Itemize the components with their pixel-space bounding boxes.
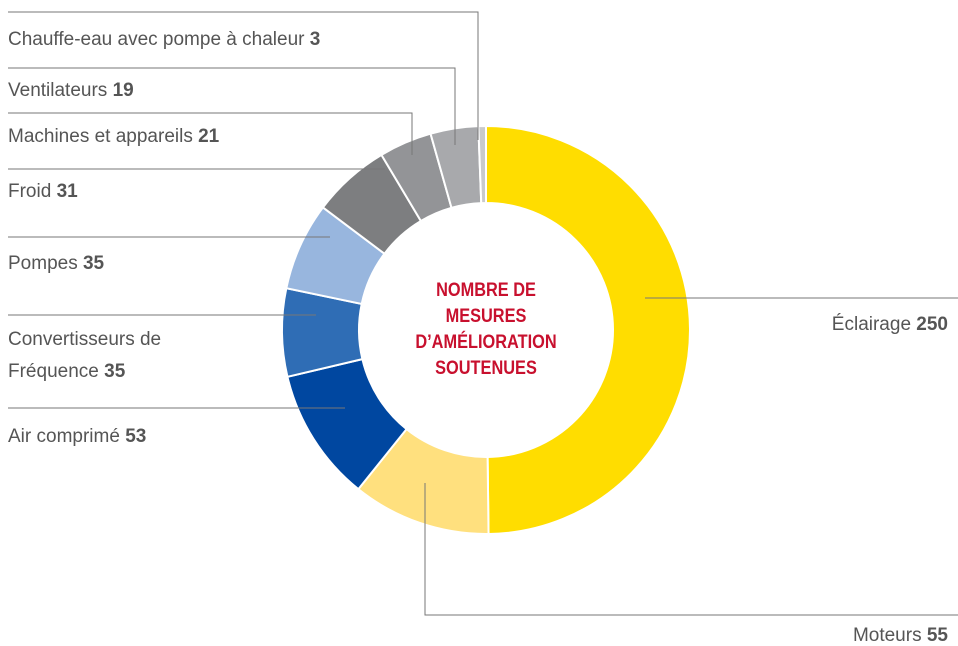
label-name: Machines et appareils <box>8 126 193 147</box>
slice <box>485 124 691 535</box>
leader-line <box>424 483 958 616</box>
label-name: Ventilateurs <box>8 80 108 101</box>
label-name: Chauffe-eau avec pompe à chaleur <box>8 29 305 50</box>
label-name: Éclairage <box>831 314 912 335</box>
label-name: Moteurs <box>852 625 922 646</box>
label-value: 21 <box>198 126 220 147</box>
slice-label: Froid 31 <box>8 180 78 204</box>
leader-line <box>8 11 479 140</box>
label-value: 3 <box>309 29 321 50</box>
slice-label: Convertisseurs de Fréquence 35 <box>8 324 208 388</box>
label-name: Air comprimé <box>8 426 120 447</box>
slice-label: Machines et appareils 21 <box>8 125 219 149</box>
label-value: 31 <box>56 181 78 202</box>
slice <box>477 124 487 205</box>
slice-label: Éclairage 250 <box>832 313 948 337</box>
slice-label: Air comprimé 53 <box>8 425 146 449</box>
slice-label: Pompes 35 <box>8 252 104 276</box>
leader-line <box>8 112 413 155</box>
slice-label: Ventilateurs 19 <box>8 79 134 103</box>
slice-label: Moteurs 55 <box>853 624 948 646</box>
slice-label: Chauffe-eau avec pompe à chaleur 3 <box>8 28 320 52</box>
label-value: 19 <box>112 80 134 101</box>
label-value: 250 <box>916 314 948 335</box>
label-name: Froid <box>8 181 52 202</box>
label-value: 55 <box>926 625 948 646</box>
label-name: Convertisseurs de Fréquence <box>8 329 162 382</box>
label-value: 53 <box>125 426 147 447</box>
label-name: Pompes <box>8 253 78 274</box>
label-value: 35 <box>104 361 126 382</box>
label-value: 35 <box>82 253 105 274</box>
leader-line <box>8 67 456 145</box>
center-label: NOMBRE DE MESURES D’AMÉLIORATION SOUTENU… <box>415 280 557 379</box>
